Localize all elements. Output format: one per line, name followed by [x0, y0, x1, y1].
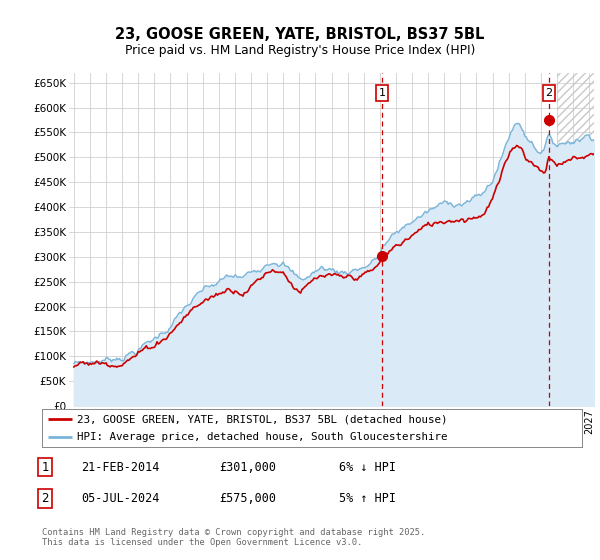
Text: £301,000: £301,000 [219, 460, 276, 474]
Text: 23, GOOSE GREEN, YATE, BRISTOL, BS37 5BL (detached house): 23, GOOSE GREEN, YATE, BRISTOL, BS37 5BL… [77, 414, 448, 424]
Text: 21-FEB-2014: 21-FEB-2014 [81, 460, 160, 474]
Text: 1: 1 [41, 460, 49, 474]
Text: 1: 1 [379, 88, 385, 98]
Text: £575,000: £575,000 [219, 492, 276, 505]
Text: Contains HM Land Registry data © Crown copyright and database right 2025.
This d: Contains HM Land Registry data © Crown c… [42, 528, 425, 548]
Text: 6% ↓ HPI: 6% ↓ HPI [339, 460, 396, 474]
Text: Price paid vs. HM Land Registry's House Price Index (HPI): Price paid vs. HM Land Registry's House … [125, 44, 475, 57]
Text: 5% ↑ HPI: 5% ↑ HPI [339, 492, 396, 505]
Text: HPI: Average price, detached house, South Gloucestershire: HPI: Average price, detached house, Sout… [77, 432, 448, 442]
Text: 05-JUL-2024: 05-JUL-2024 [81, 492, 160, 505]
Text: 23, GOOSE GREEN, YATE, BRISTOL, BS37 5BL: 23, GOOSE GREEN, YATE, BRISTOL, BS37 5BL [115, 27, 485, 42]
Text: 2: 2 [545, 88, 553, 98]
Text: 2: 2 [41, 492, 49, 505]
